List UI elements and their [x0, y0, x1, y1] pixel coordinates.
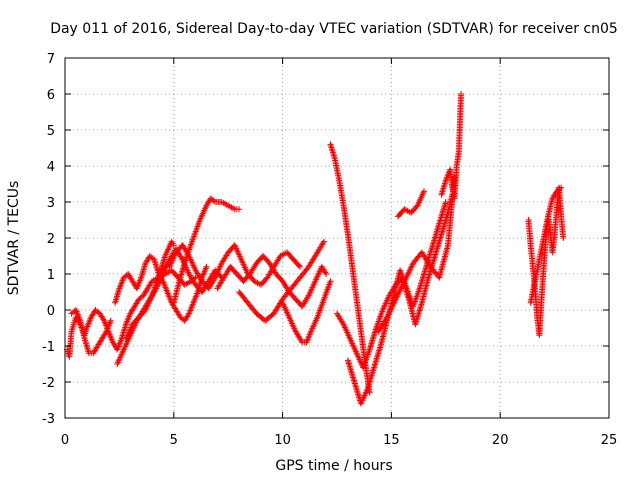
y-tick-label: 0: [47, 304, 55, 319]
data-point-trace: [556, 185, 563, 192]
y-tick-label: -3: [42, 412, 55, 427]
data-point-trace: [102, 330, 109, 337]
data-point: [560, 235, 567, 241]
y-tick-labels: -3 -2 -1 0 1 2 3 4 5 6 7: [42, 52, 55, 427]
y-tick-label: 7: [47, 52, 55, 67]
x-axis-label: GPS time / hours: [275, 458, 392, 474]
x-tick-label: 25: [601, 433, 618, 448]
data-point: [327, 278, 334, 285]
y-tick-label: 1: [47, 268, 55, 283]
data-point: [107, 317, 114, 324]
data-point-trace: [210, 197, 217, 204]
data-point: [458, 91, 465, 97]
data-point: [320, 238, 327, 245]
data-point: [236, 206, 243, 213]
data-point-trace: [185, 312, 192, 319]
data-points: [64, 91, 567, 407]
data-point: [192, 274, 199, 281]
data-point-trace: [100, 316, 107, 323]
y-tick-label: 3: [47, 196, 55, 211]
chart-title: Day 011 of 2016, Sidereal Day-to-day VTE…: [50, 21, 618, 37]
y-tick-label: 5: [47, 124, 55, 139]
y-tick-label: -1: [42, 340, 55, 355]
axis-ticks: [64, 57, 610, 419]
x-tick-label: 0: [61, 433, 69, 448]
data-point-trace: [322, 269, 329, 276]
data-point: [297, 263, 304, 270]
y-tick-label: 6: [47, 88, 55, 103]
data-point: [170, 242, 177, 249]
x-tick-label: 15: [383, 433, 400, 448]
data-point: [558, 184, 565, 191]
y-tick-label: 4: [47, 160, 55, 175]
x-tick-label: 20: [492, 433, 509, 448]
y-axis-label: SDTVAR / TECUs: [6, 181, 22, 296]
data-point: [442, 199, 449, 205]
data-point: [203, 263, 210, 270]
data-point: [421, 188, 428, 195]
data-point-trace: [295, 262, 302, 269]
x-tick-label: 5: [170, 433, 178, 448]
x-tick-label: 10: [274, 433, 291, 448]
y-tick-label: 2: [47, 232, 55, 247]
y-tick-label: -2: [42, 376, 55, 391]
data-point: [323, 271, 330, 277]
x-tick-labels: 0 5 10 15 20 25: [61, 433, 617, 448]
